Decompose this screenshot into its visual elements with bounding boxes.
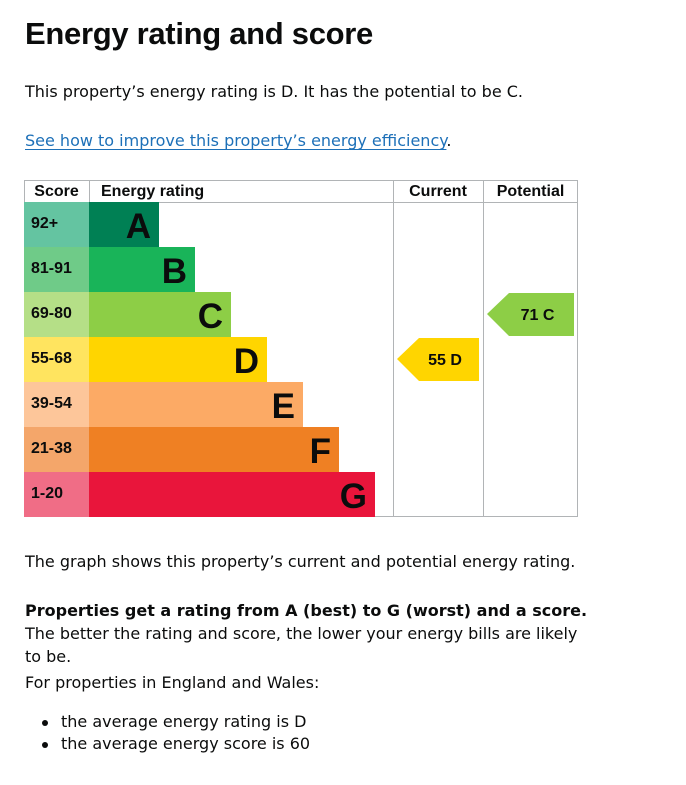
band-letter-g: G xyxy=(340,477,367,516)
rating-bar-a xyxy=(89,202,159,247)
potential-marker-label: 71 C xyxy=(521,307,555,324)
average-list: the average energy rating is D the avera… xyxy=(25,711,310,755)
rating-bar-g xyxy=(89,472,375,517)
score-range-a: 92+ xyxy=(31,215,58,232)
score-range-g: 1-20 xyxy=(31,485,63,502)
score-cell-e xyxy=(24,382,89,427)
header-current: Current xyxy=(409,183,467,200)
current-marker xyxy=(397,338,479,381)
graph-caption: The graph shows this property’s current … xyxy=(25,552,576,571)
average-score-item: the average energy score is 60 xyxy=(25,733,310,755)
header-energy-rating: Energy rating xyxy=(101,183,204,200)
band-letter-d: D xyxy=(234,342,259,381)
rating-bar-f xyxy=(89,427,339,472)
score-range-d: 55-68 xyxy=(31,350,72,367)
header-score: Score xyxy=(34,183,79,200)
rating-explanation: Properties get a rating from A (best) to… xyxy=(25,599,595,668)
band-letter-a: A xyxy=(126,207,151,246)
improve-paragraph: See how to improve this property’s energ… xyxy=(25,129,585,152)
score-range-b: 81-91 xyxy=(31,260,72,277)
page-title: Energy rating and score xyxy=(25,16,373,51)
rating-bands: 92+ A 81-91 B 69-80 C 55-68 D 39-54 E 21-38 F 1-20 G xyxy=(24,202,375,517)
potential-marker xyxy=(487,293,574,336)
rating-explanation-rest: The better the rating and score, the low… xyxy=(25,624,578,666)
score-cell-b xyxy=(24,247,89,292)
score-cell-d xyxy=(24,337,89,382)
header-potential: Potential xyxy=(497,183,565,200)
improve-efficiency-link[interactable]: See how to improve this property’s energ… xyxy=(25,131,447,150)
score-range-e: 39-54 xyxy=(31,395,72,412)
chart-headers: Score Energy rating Current Potential xyxy=(34,183,564,200)
score-cell-g xyxy=(24,472,89,517)
rating-bar-c xyxy=(89,292,231,337)
rating-bar-b xyxy=(89,247,195,292)
score-range-f: 21-38 xyxy=(31,440,72,457)
score-cell-c xyxy=(24,292,89,337)
band-letter-b: B xyxy=(162,252,187,291)
score-range-c: 69-80 xyxy=(31,305,72,322)
band-letter-f: F xyxy=(310,432,331,471)
average-intro: For properties in England and Wales: xyxy=(25,673,320,692)
band-letter-e: E xyxy=(272,387,295,426)
link-suffix: . xyxy=(446,131,452,150)
score-cell-f xyxy=(24,427,89,472)
current-marker-label: 55 D xyxy=(428,352,462,369)
rating-explanation-bold: Properties get a rating from A (best) to… xyxy=(25,601,588,620)
band-letter-c: C xyxy=(198,297,223,336)
score-cell-a xyxy=(24,202,89,247)
energy-rating-chart: Score Energy rating Current Potential 92+ A 8… xyxy=(24,180,578,517)
rating-markers: 55 D 71 C xyxy=(397,293,574,381)
rating-bar-e xyxy=(89,382,303,427)
rating-intro: This property’s energy rating is D. It h… xyxy=(25,82,523,101)
average-rating-item: the average energy rating is D xyxy=(25,711,310,733)
rating-bar-d xyxy=(89,337,267,382)
